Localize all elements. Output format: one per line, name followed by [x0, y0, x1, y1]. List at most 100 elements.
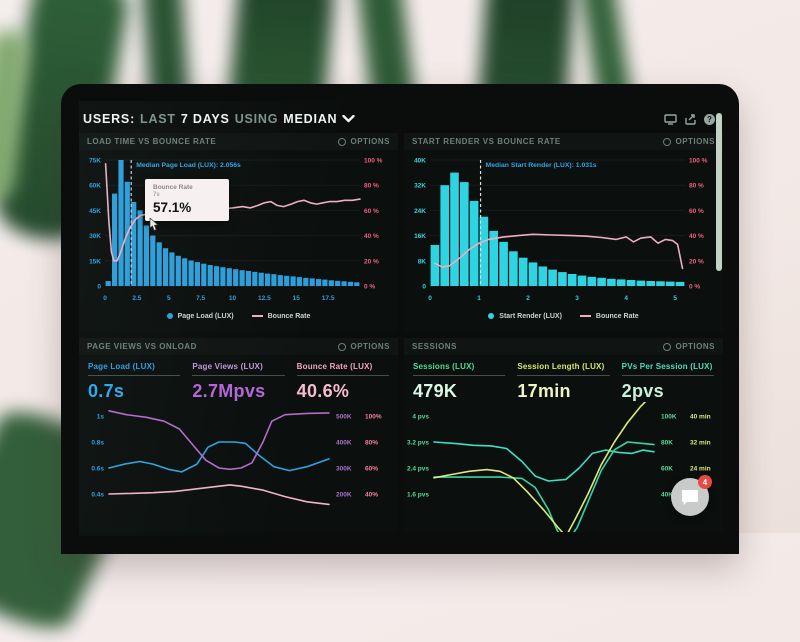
legend-label: Bounce Rate — [267, 312, 311, 320]
laptop-screen: USERS: LAST 7 DAYS USING MEDIAN — [79, 101, 723, 536]
svg-text:1.6 pvs: 1.6 pvs — [407, 492, 429, 499]
title-part: MEDIAN — [283, 112, 338, 126]
svg-text:Median Page Load (LUX): 2.056s: Median Page Load (LUX): 2.056s — [136, 162, 241, 169]
svg-text:80%: 80% — [365, 440, 378, 447]
svg-text:0 %: 0 % — [689, 284, 700, 291]
metric-divider — [296, 375, 389, 376]
laptop: USERS: LAST 7 DAYS USING MEDIAN — [61, 84, 739, 554]
panel-start-render: START RENDER VS BOUNCE RATE OPTIONS 40K 3… — [404, 133, 723, 332]
header-icons: ? — [664, 113, 715, 125]
metric-bounce-rate: Bounce Rate (LUX) 40.6% — [296, 362, 389, 402]
legend-item: Bounce Rate — [251, 312, 311, 320]
svg-text:12.5: 12.5 — [258, 295, 271, 302]
tooltip-sub: 7s — [153, 192, 160, 198]
gear-icon — [663, 342, 672, 351]
legend-dot-marker — [488, 313, 495, 319]
svg-text:0: 0 — [103, 295, 107, 302]
svg-text:17.5: 17.5 — [322, 295, 335, 302]
metric-label: Sessions (LUX) — [413, 362, 475, 371]
svg-text:0.8s: 0.8s — [91, 440, 104, 447]
dashboard-header: USERS: LAST 7 DAYS USING MEDIAN — [83, 112, 715, 126]
metric-label: Page Views (LUX) — [192, 362, 263, 371]
share-icon[interactable] — [685, 113, 696, 125]
options-button[interactable]: OPTIONS — [338, 137, 390, 146]
svg-text:20 %: 20 % — [364, 258, 379, 265]
panel-title: PAGE VIEWS VS ONLOAD — [87, 342, 197, 351]
legend-label: Bounce Rate — [595, 312, 639, 320]
metric-value: 0.7s — [88, 381, 125, 401]
metrics-row: Sessions (LUX) 479K Session Length (LUX)… — [404, 355, 723, 402]
metric-session-length: Session Length (LUX) 17min — [517, 362, 610, 402]
options-label: OPTIONS — [350, 137, 390, 146]
svg-text:0: 0 — [97, 284, 101, 291]
help-icon[interactable]: ? — [704, 113, 715, 125]
scrollbar-thumb[interactable] — [716, 113, 722, 271]
metric-value: 40.6% — [296, 381, 350, 401]
metric-value: 2.7Mpvs — [192, 381, 266, 401]
start-render-chart[interactable]: 40K 32K 24K 16K 8K 0 100 % 80 % 60 % 40 % 20 % 0 % M… — [404, 150, 723, 308]
metric-divider — [517, 375, 610, 376]
legend-dot-marker — [166, 313, 173, 319]
panel-grid: LOAD TIME VS BOUNCE RATE OPTIONS 75K 60K 4… — [79, 133, 723, 536]
svg-text:32 min: 32 min — [690, 440, 711, 447]
gear-icon — [663, 137, 672, 146]
svg-text:40 %: 40 % — [364, 233, 379, 240]
bounce-rate-tooltip: Bounce Rate 7s 57.1% — [145, 179, 229, 231]
svg-text:60 %: 60 % — [364, 208, 379, 215]
metric-value: 2pvs — [621, 381, 664, 401]
panel-title: START RENDER VS BOUNCE RATE — [412, 137, 561, 146]
users-range-dropdown[interactable]: USERS: LAST 7 DAYS USING MEDIAN — [83, 112, 356, 126]
mouse-cursor-icon — [149, 218, 159, 231]
svg-text:60K: 60K — [661, 466, 673, 473]
options-button[interactable]: OPTIONS — [663, 137, 715, 146]
svg-text:60%: 60% — [365, 466, 378, 473]
metric-divider — [621, 375, 714, 376]
legend-item: Start Render (LUX) — [488, 313, 562, 320]
svg-text:100%: 100% — [365, 414, 382, 421]
svg-text:0.6s: 0.6s — [91, 466, 104, 473]
svg-text:40 min: 40 min — [690, 414, 711, 421]
svg-text:40%: 40% — [365, 492, 378, 499]
svg-text:80 %: 80 % — [689, 183, 704, 190]
svg-text:20 %: 20 % — [689, 258, 704, 265]
options-button[interactable]: OPTIONS — [338, 342, 390, 351]
tooltip-label: Bounce Rate — [153, 184, 193, 191]
tooltip-value: 57.1% — [153, 200, 192, 215]
load-time-legend: Page Load (LUX) Bounce Rate — [79, 308, 398, 324]
legend-line-marker — [579, 315, 591, 317]
svg-text:5: 5 — [673, 295, 677, 302]
svg-text:2: 2 — [526, 295, 530, 302]
svg-text:60K: 60K — [89, 183, 101, 190]
notification-badge: 4 — [698, 475, 712, 489]
title-part: LAST — [140, 112, 176, 126]
options-label: OPTIONS — [675, 137, 715, 146]
metric-value: 479K — [413, 381, 458, 401]
svg-text:3: 3 — [575, 295, 579, 302]
panel-header: START RENDER VS BOUNCE RATE OPTIONS — [404, 133, 723, 150]
panel-title: LOAD TIME VS BOUNCE RATE — [87, 137, 217, 146]
page-views-chart[interactable]: 1s 500K 100% 0.8s 400K 80% 0.6s 300K 60% 0.4s 200K… — [79, 402, 398, 532]
metric-label: Page Load (LUX) — [88, 362, 156, 371]
svg-text:60 %: 60 % — [689, 208, 704, 215]
svg-text:16K: 16K — [414, 233, 426, 240]
chat-bubble-icon — [682, 489, 698, 505]
legend-item: Bounce Rate — [579, 312, 639, 320]
svg-text:10: 10 — [229, 295, 237, 302]
svg-text:100 %: 100 % — [364, 158, 383, 165]
chat-launcher-button[interactable]: 4 — [671, 475, 712, 516]
start-render-legend: Start Render (LUX) Bounce Rate — [404, 308, 723, 324]
metrics-row: Page Load (LUX) 0.7s Page Views (LUX) 2.… — [79, 355, 398, 402]
svg-text:4 pvs: 4 pvs — [412, 414, 429, 421]
metric-pvs-per-session: PVs Per Session (LUX) 2pvs — [621, 362, 714, 402]
sessions-chart[interactable]: 4 pvs 100K 40 min 3.2 pvs 80K 32 min 2.4 pvs 60… — [404, 392, 723, 536]
svg-text:24 min: 24 min — [690, 466, 711, 473]
svg-text:80 %: 80 % — [364, 183, 379, 190]
monitor-icon[interactable] — [664, 113, 677, 125]
panel-page-views: PAGE VIEWS VS ONLOAD OPTIONS Page Load (… — [79, 338, 398, 532]
load-time-chart[interactable]: 75K 60K 45K 30K 15K 0 100 % 80 % 60 % 40 % 20 % 0 %… — [79, 150, 398, 308]
svg-text:24K: 24K — [414, 208, 426, 215]
svg-text:0.4s: 0.4s — [91, 492, 104, 499]
svg-text:5: 5 — [167, 295, 171, 302]
options-button[interactable]: OPTIONS — [663, 342, 715, 351]
svg-text:8K: 8K — [418, 258, 427, 265]
